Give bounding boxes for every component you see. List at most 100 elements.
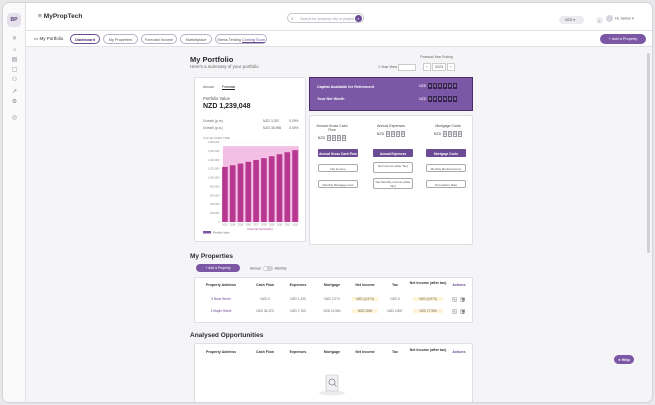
document-icon[interactable]: ▢ [11,67,18,73]
occupation-rate-button[interactable]: Occupation Rate [426,180,466,188]
view-select[interactable]: 1 Year View [378,63,416,71]
y-tick-label: 600,000 [210,193,220,197]
search-input[interactable]: ⌕ Search for property, city or project ⌕ [287,13,364,23]
add-property-label: Add a Property [208,266,231,270]
trend-icon[interactable]: ↗ [11,89,18,95]
net-monthly-income-button[interactable]: Net Monthly Income (After Tax) [373,178,413,189]
growth-value: NZD 36,986 [263,126,282,130]
toggle-switch[interactable] [262,266,273,271]
digit: 0 [442,83,448,89]
analysed-opportunities-title: Analysed Opportunities [190,332,264,339]
y-tick-label: 200,000 [210,211,220,215]
period-toggle[interactable]: Annual Monthly [250,266,286,271]
net-income-cell: NZD 2500 [352,309,378,313]
search-submit-button[interactable]: ⌕ [355,15,362,22]
digit: 0 [390,131,396,137]
chart-bar [237,163,244,222]
property-address-link[interactable]: 5 Bans Street [211,297,231,301]
edit-icon[interactable]: ✎ [452,309,457,314]
tab-marketplace[interactable]: Marketplace [180,34,212,44]
retirement-label: Capital Available for Retirement [317,85,375,89]
view-select-box[interactable] [397,63,416,71]
tab-forecast[interactable]: Forecast [222,85,236,90]
digit: 0 [432,83,438,89]
scrollbar-thumb[interactable] [647,53,650,253]
property-address-link[interactable]: 3 Maple Street [210,309,232,313]
digit: 0 [447,96,453,102]
column-header[interactable]: Net Income [355,283,375,287]
x-tick-label: 2027 [253,224,259,227]
column-header[interactable]: Net Income (after tax) [409,281,447,285]
info-icon[interactable]: ◎ [11,115,18,121]
year-value[interactable]: 2023 [431,63,446,71]
close-icon[interactable]: ✕ [11,36,18,42]
edit-icon[interactable]: ✎ [452,297,457,302]
column-header[interactable]: Mortgage [323,283,341,287]
y-tick-label: 800,000 [210,184,220,188]
chart-bar [222,166,228,222]
growth-pct: 3.00% [289,126,299,130]
user-menu[interactable]: Hi, James ▾ [606,15,638,25]
page-subtitle: Here's a summary of your portfolio [190,64,259,69]
brand[interactable]: ≡ MyPropTech [38,13,82,20]
net-income-after-tax-button[interactable]: Net Income (After Tax) [373,162,413,173]
page-title: My Portfolio [190,55,234,64]
help-label: Help [621,357,630,362]
main-content: My Portfolio Here's a summary of your po… [190,51,478,402]
add-property-button[interactable]: + Add a Property [196,264,240,272]
tab-forecast-income[interactable]: Forecast Income [141,34,177,44]
breadcrumb: ▭ My Portfolio [34,36,63,42]
column-header[interactable]: Cash Flow [256,283,274,287]
scrollbar[interactable] [647,53,650,398]
growth-value: NZD 3,357 [263,119,280,123]
digit: 0 [457,131,463,137]
people-icon[interactable]: ⚇ [11,77,18,83]
chart-bar [245,161,252,222]
column-header[interactable]: Property Address [205,283,237,287]
settings-icon[interactable]: ⚙ [11,99,18,105]
x-axis-label: Financial Year Ending [247,227,273,231]
y-tick-label: 400,000 [210,202,220,206]
delete-icon[interactable]: 🗑 [460,309,466,314]
column-header[interactable]: Expenses [289,350,307,354]
gross-cash-flow-button[interactable]: Annual Gross Cash Flow [318,149,358,157]
chart-icon[interactable]: ▤ [11,57,18,63]
empty-state-illustration [319,374,345,396]
notification-bell-icon[interactable]: ♪ [596,17,603,24]
home-icon[interactable]: ⌂ [12,47,17,53]
currency-prefix: NZD [376,132,385,136]
digit: 0 [395,131,401,137]
menu-icon[interactable]: ≡ [38,13,42,20]
mortgage-costs-button[interactable]: Mortgage Costs [426,149,466,157]
net-income-button[interactable]: Net Income [318,164,358,172]
currency-select[interactable]: NZD ▾ [559,16,584,24]
monthly-mortgage-cost-button[interactable]: Monthly Mortgage Cost [318,180,358,188]
stat-label: Mortgage Costs [435,124,461,128]
monthly-rental-income-button[interactable]: Monthly Rental Income [426,164,466,172]
annual-expenses-button[interactable]: Annual Expenses [373,149,413,157]
brand-name: MyPropTech [43,13,83,20]
digit: 0 [427,83,433,89]
app-logo[interactable]: BP [7,13,21,27]
column-header[interactable]: Mortgage [323,350,341,354]
column-header[interactable]: Tax [392,350,398,354]
cash-flow-cell: NZD 0 [260,297,270,301]
delete-icon[interactable]: 🗑 [460,297,466,302]
add-property-button[interactable]: + Add a Property [600,34,646,44]
prev-year-button[interactable]: ‹ [422,63,431,71]
next-year-button[interactable]: › [446,63,455,71]
column-header[interactable]: Net Income (after tax) [409,348,447,352]
column-header[interactable]: Expenses [289,283,307,287]
tab-stress-testing[interactable]: Stress Testing Coming Soon [215,34,267,44]
column-header[interactable]: Tax [392,283,398,287]
column-header[interactable]: Property Address [205,350,237,354]
tab-my-properties[interactable]: My Properties [103,34,138,44]
tab-annual[interactable]: Annual [203,85,214,89]
help-button[interactable]: ● Help [614,355,634,364]
column-header[interactable]: Cash Flow [256,350,274,354]
column-header[interactable]: Net Income [355,350,375,354]
tab-dashboard[interactable]: Dashboard [70,34,100,44]
sub-nav: ▭ My Portfolio Dashboard My Properties F… [26,31,652,47]
